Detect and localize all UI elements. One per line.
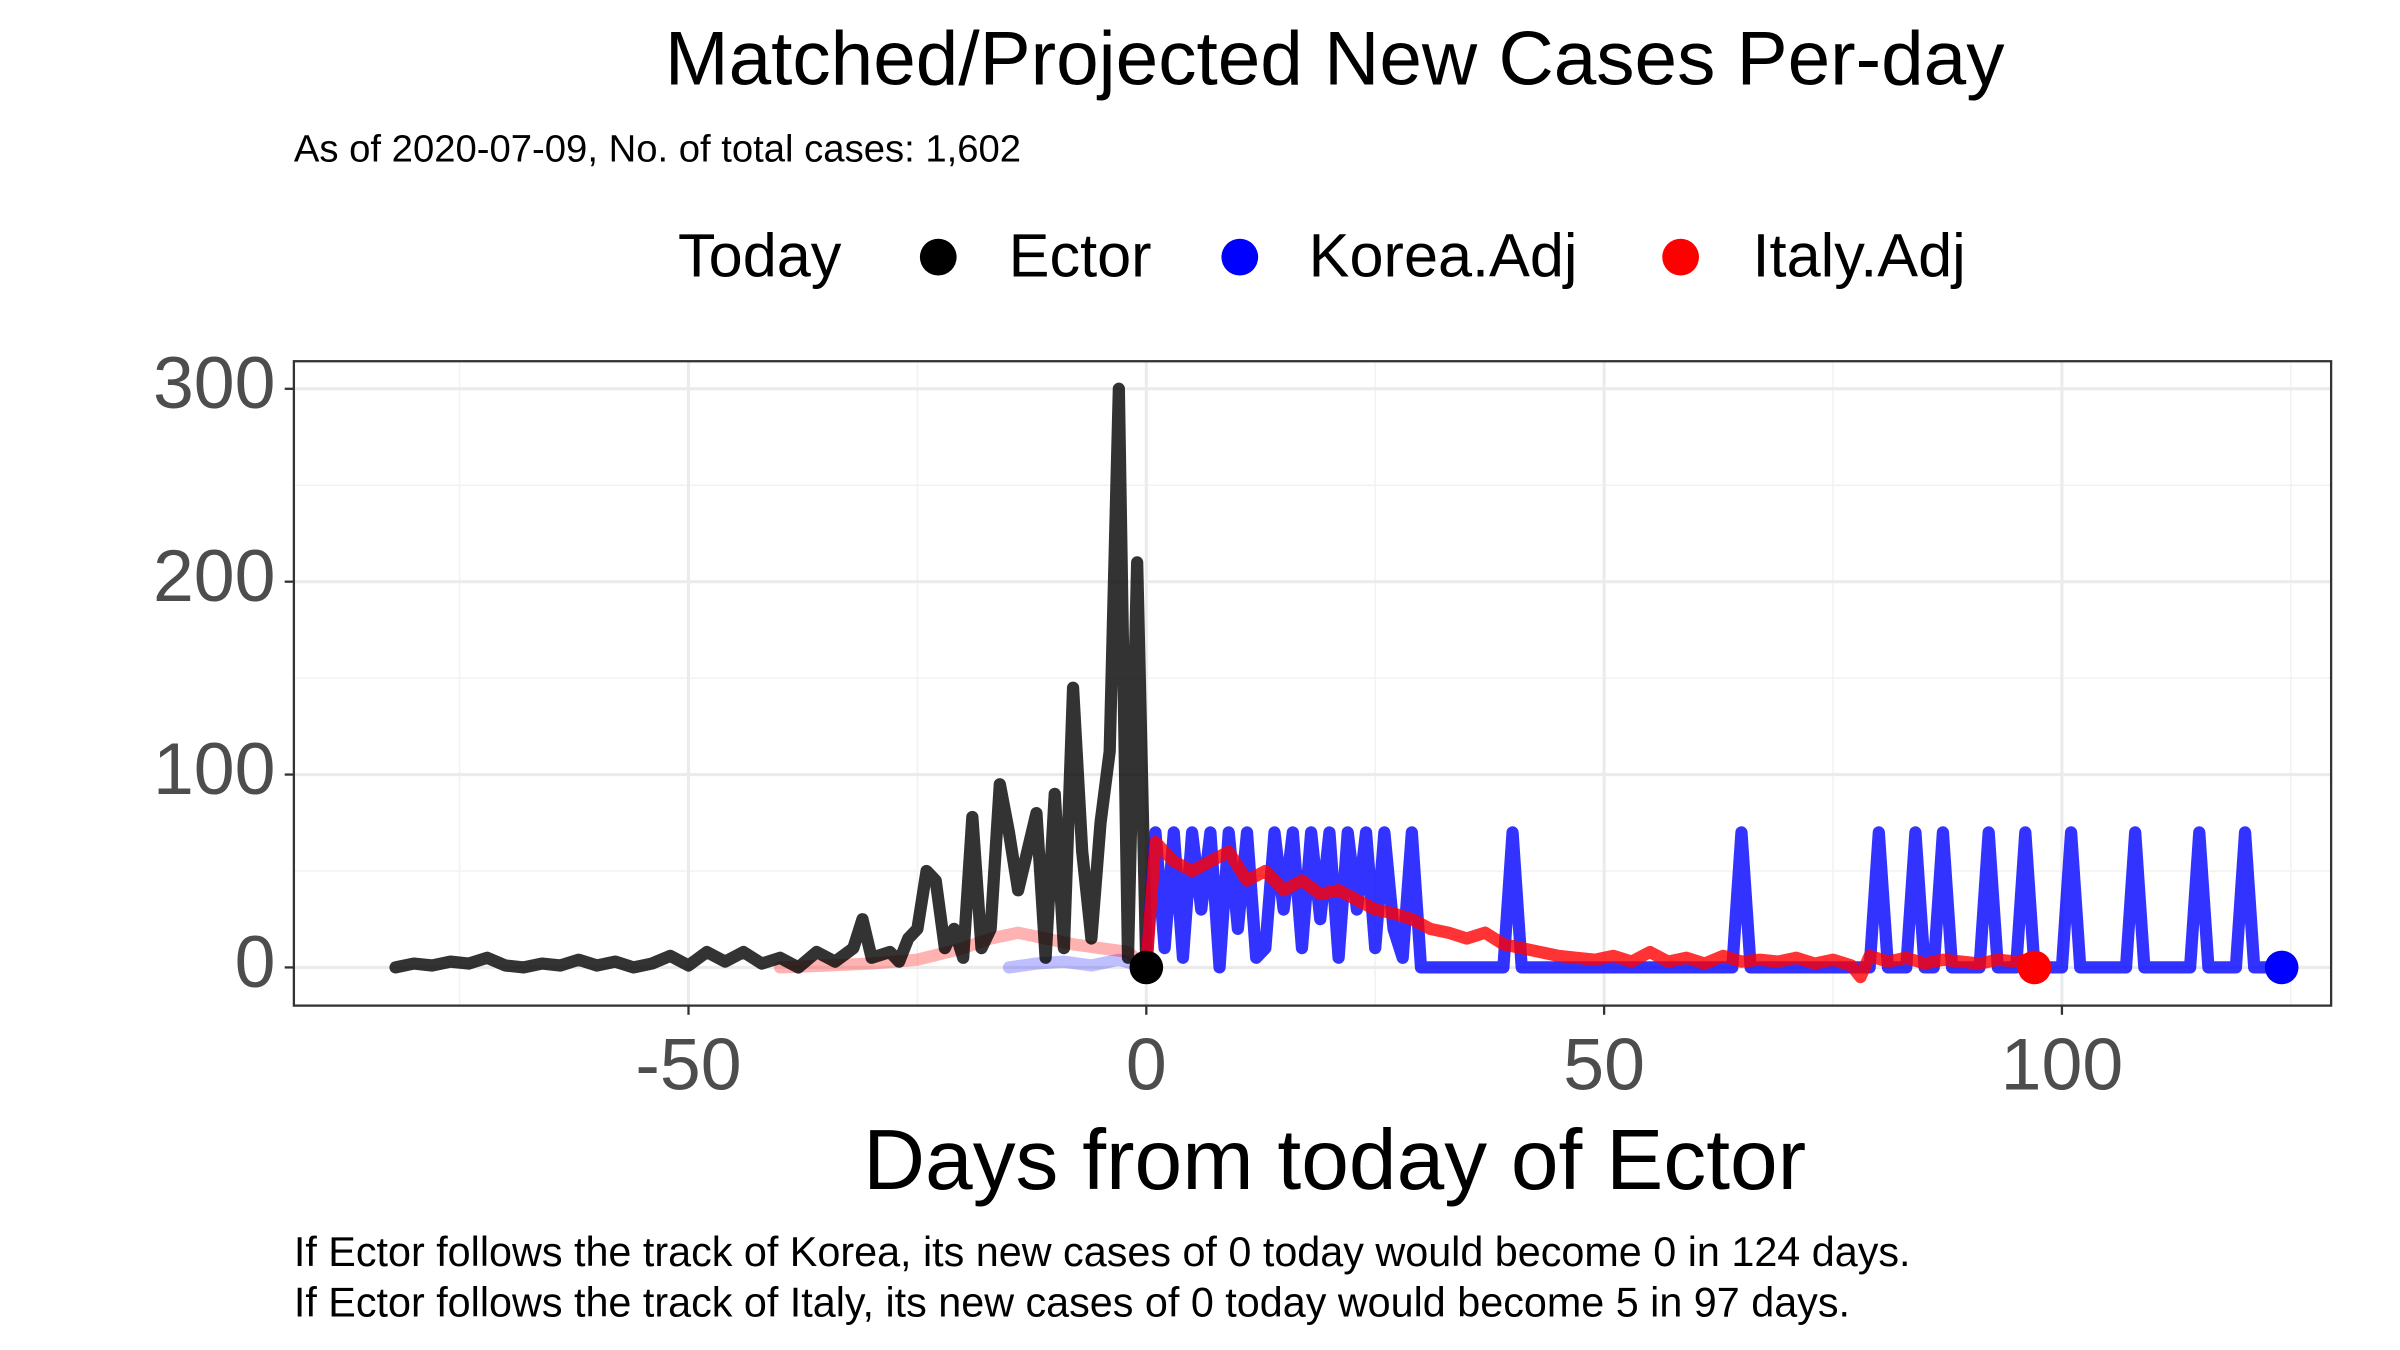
series-line [1140, 826, 2288, 974]
x-tick-label: -50 [635, 1022, 741, 1105]
legend-title: Today [678, 221, 842, 289]
plot-border [292, 360, 2333, 1007]
legend-swatch [919, 238, 957, 276]
legend-swatch [1221, 238, 1259, 276]
legend-swatch [1662, 238, 1699, 276]
legend-label: Korea.Adj [1309, 221, 1578, 289]
y-tick-label: 300 [153, 341, 276, 424]
chart-subtitle: As of 2020-07-09, No. of total cases: 1,… [294, 128, 1021, 171]
y-tick-label: 200 [153, 534, 276, 617]
today-point [1129, 950, 1164, 985]
matched-line [773, 926, 1153, 974]
series-line [389, 382, 1153, 974]
caption: If Ector follows the track of Korea, its… [294, 1229, 1911, 1275]
x-axis-label: Days from today of Ector [863, 1112, 1806, 1208]
y-tick-label: 0 [235, 920, 276, 1003]
legend-label: Ector [1009, 221, 1152, 289]
x-tick-label: 100 [2001, 1022, 2124, 1105]
y-tick-label: 100 [153, 727, 276, 810]
chart-title: Matched/Projected New Cases Per-day [665, 17, 2005, 102]
series-line [1140, 835, 2041, 984]
caption: If Ector follows the track of Italy, its… [294, 1280, 1850, 1326]
today-point [2264, 950, 2299, 985]
today-point [2017, 950, 2052, 985]
legend-label: Italy.Adj [1753, 221, 1966, 289]
x-tick-label: 0 [1126, 1022, 1167, 1105]
x-tick-label: 50 [1563, 1022, 1645, 1105]
